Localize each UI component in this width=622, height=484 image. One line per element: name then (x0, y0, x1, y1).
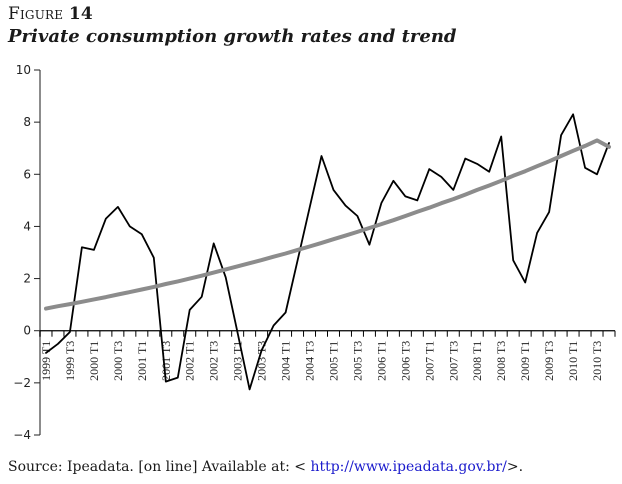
x-tick-label: 2005 T1 (326, 341, 340, 381)
x-tick-label: 2006 T1 (374, 341, 388, 381)
x-tick-label: 2007 T1 (422, 341, 436, 381)
growth-rate-series (45, 113, 610, 391)
source-note: Source: Ipeadata. [on line] Available at… (8, 459, 523, 475)
y-tick-label: 2 (23, 272, 31, 286)
x-tick-label: 2003 T3 (255, 341, 269, 381)
x-tick-label: 2005 T3 (350, 341, 364, 381)
y-tick-label: 10 (16, 63, 31, 77)
x-tick-label: 2009 T1 (518, 341, 532, 381)
x-tick-label: 2009 T3 (542, 341, 556, 381)
figure-label: Figure 14 (8, 4, 93, 24)
x-tick-label: 2001 T1 (135, 341, 149, 381)
x-tick-label: 2008 T3 (494, 341, 508, 381)
y-tick-label: 6 (23, 167, 31, 181)
series (44, 113, 611, 391)
x-tick-label: 2010 T1 (566, 341, 580, 381)
y-tick-label: 0 (23, 324, 31, 338)
x-tick-label: 2006 T3 (398, 341, 412, 381)
x-tick-label: 2004 T3 (303, 341, 317, 381)
y-tick-label: 8 (23, 115, 31, 129)
y-axis: −4 −2 0 2 4 6 8 10 (13, 63, 41, 442)
x-tick-label: 2000 T1 (87, 341, 101, 381)
x-tick-label: 1999 T3 (63, 341, 77, 381)
growth-rate-line (45, 113, 610, 391)
x-tick-label: 2010 T3 (590, 341, 604, 381)
source-suffix: >. (506, 459, 524, 475)
x-tick-label: 2002 T3 (207, 341, 221, 381)
x-tick-label: 1999 T1 (39, 341, 53, 381)
x-tick-label: 2000 T3 (111, 341, 125, 381)
x-tick-label: 2004 T1 (279, 341, 293, 381)
x-axis: 1999 T1 1999 T3 2000 T1 2000 T3 2001 T1 2001 … (39, 330, 616, 381)
y-tick-label: −4 (13, 428, 31, 442)
trend-series (44, 138, 611, 311)
x-tick-label: 2007 T3 (446, 341, 460, 381)
x-tick-label: 2003 T1 (231, 341, 245, 381)
x-tick-label: 2008 T1 (470, 341, 484, 381)
figure-title: Private consumption growth rates and tre… (8, 26, 457, 47)
y-tick-label: −2 (13, 376, 31, 390)
figure-label-prefix: Figure (8, 4, 64, 24)
source-prefix: Source: Ipeadata. [on line] Available at… (8, 459, 311, 475)
y-tick-label: 4 (23, 219, 31, 233)
source-link[interactable]: http://www.ipeadata.gov.br/ (310, 459, 507, 475)
trend-line (44, 138, 611, 311)
x-tick-label: 2002 T1 (183, 341, 197, 381)
figure-number: 14 (68, 4, 93, 24)
